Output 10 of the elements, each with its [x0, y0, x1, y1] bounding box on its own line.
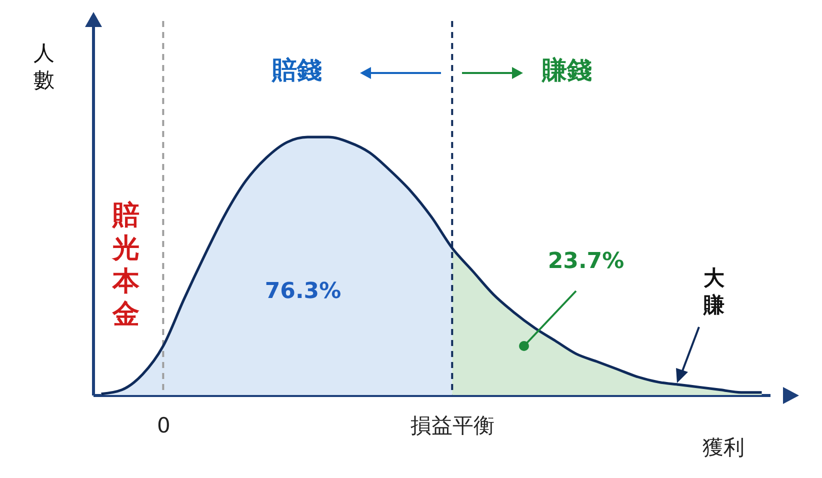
x-axis-title: 獲利	[702, 436, 744, 460]
text: 賠錢	[272, 56, 322, 84]
annotation: 賠光本金	[112, 200, 140, 330]
annotation: 76.3%	[264, 279, 342, 304]
x-tick-label: 0	[156, 414, 170, 438]
annotation: 23.7%	[548, 249, 624, 274]
text: 賺錢	[542, 56, 592, 84]
annotation: 大賺	[704, 266, 724, 317]
y-axis-title: 人數	[34, 41, 54, 92]
x-tick-label: 損益平衡	[410, 414, 495, 438]
